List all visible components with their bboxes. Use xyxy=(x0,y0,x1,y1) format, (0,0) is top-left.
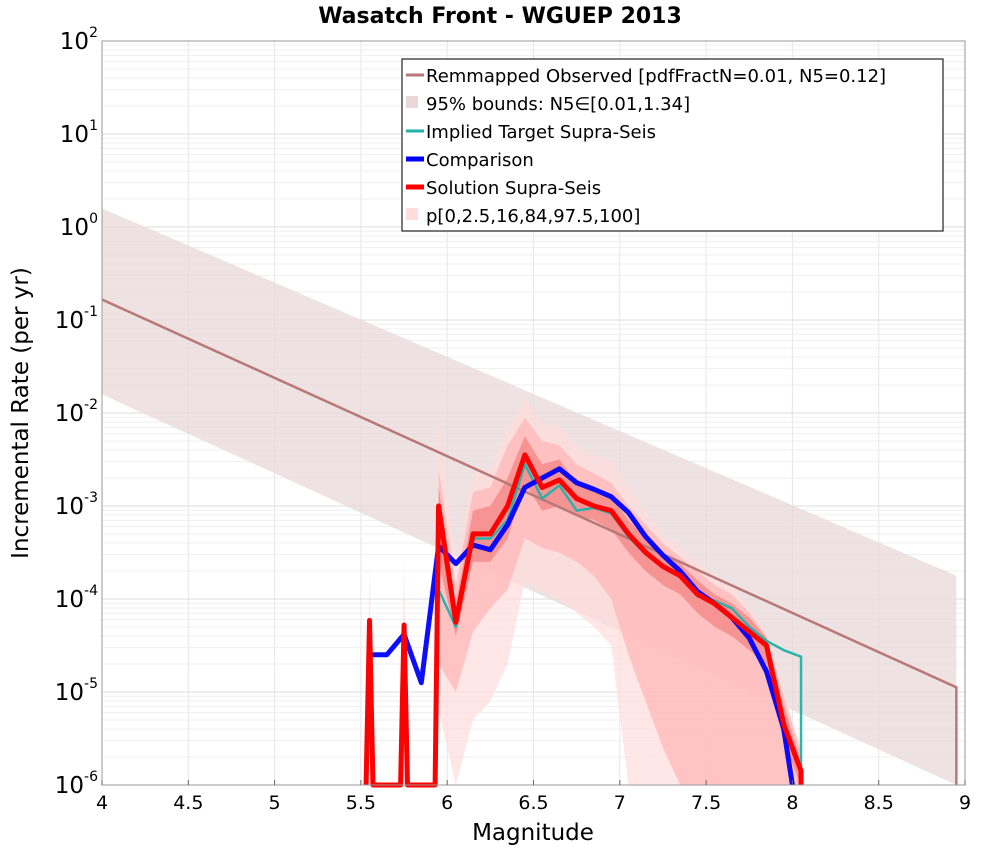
percentile-band-1 xyxy=(438,417,802,785)
x-axis-label: Magnitude xyxy=(472,820,594,846)
y-tick-label: 10-5 xyxy=(55,676,98,706)
x-tick-label: 4.5 xyxy=(173,792,203,814)
y-tick-label: 10-1 xyxy=(55,304,98,334)
x-tick-label: 5.5 xyxy=(346,792,376,814)
series-lines xyxy=(101,298,958,788)
y-tick-label: 10-2 xyxy=(55,397,98,427)
x-tick-label: 8.5 xyxy=(864,792,894,814)
x-tick-label: 7.5 xyxy=(691,792,721,814)
x-tick-label: 6.5 xyxy=(518,792,548,814)
x-axis-ticks: 4 4.5 5 5.5 6 6.5 7 7.5 8 8.5 9 xyxy=(96,780,971,814)
series-line-solution xyxy=(363,452,804,788)
x-tick-label: 7 xyxy=(614,792,626,814)
y-tick-label: 101 xyxy=(60,118,98,148)
legend-swatch-percentiles xyxy=(406,208,418,220)
x-tick-label: 5 xyxy=(269,792,281,814)
legend-label-implied-target: Implied Target Supra-Seis xyxy=(426,122,656,143)
y-axis-ticks: 10-6 10-5 10-4 10-3 10-2 10-1 100 101 102 xyxy=(55,25,98,799)
x-tick-label: 9 xyxy=(959,792,971,814)
x-tick-label: 4 xyxy=(96,792,108,814)
percentile-band-2 xyxy=(438,436,802,785)
y-tick-label: 102 xyxy=(60,25,98,55)
legend: Remmapped Observed [pdfFractN=0.01, N5=0… xyxy=(401,58,944,232)
legend-label-observed: Remmapped Observed [pdfFractN=0.01, N5=0… xyxy=(426,66,886,87)
y-axis-label: Incremental Rate (per yr) xyxy=(8,267,34,559)
chart-title: Wasatch Front - WGUEP 2013 xyxy=(318,4,682,29)
legend-label-bounds: 95% bounds: N5∈[0.01,1.34] xyxy=(426,94,690,115)
legend-swatch-bounds xyxy=(406,96,418,108)
legend-box xyxy=(401,58,944,232)
series-line-observed xyxy=(101,298,958,785)
y-tick-label: 10-4 xyxy=(55,583,98,613)
x-tick-label: 8 xyxy=(786,792,798,814)
y-tick-label: 100 xyxy=(60,211,98,241)
bands xyxy=(102,208,957,785)
x-tick-label: 6 xyxy=(441,792,453,814)
y-tick-label: 10-3 xyxy=(55,490,98,520)
y-tick-label: 10-6 xyxy=(55,769,98,799)
legend-label-comparison: Comparison xyxy=(426,150,534,171)
legend-label-percentiles: p[0,2.5,16,84,97.5,100] xyxy=(426,206,640,227)
legend-label-solution: Solution Supra-Seis xyxy=(426,178,601,199)
